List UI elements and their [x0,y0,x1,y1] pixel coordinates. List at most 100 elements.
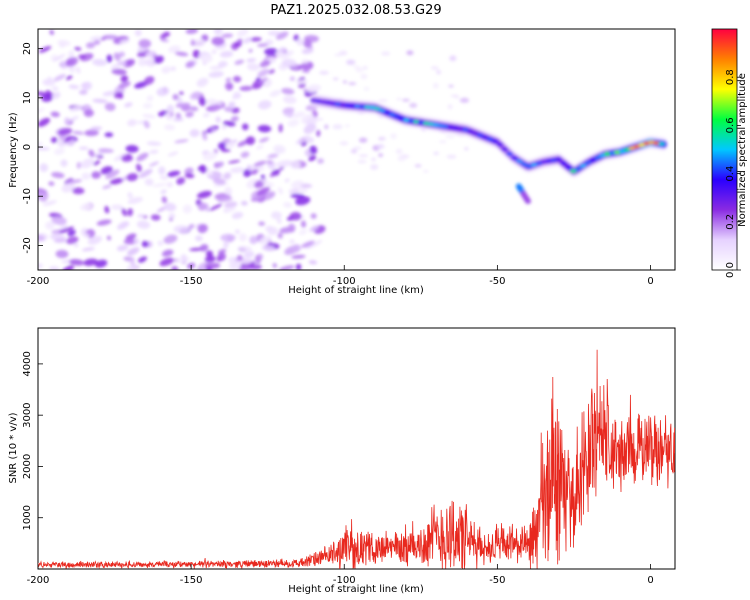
noise-blob [223,240,229,249]
noise-blob [358,154,369,158]
noise-blob [81,172,91,180]
noise-blob [204,255,216,263]
x-tick-label: -200 [27,575,50,586]
noise-blob [64,117,70,126]
noise-blob [256,144,264,150]
noise-blob [295,196,311,206]
spectrogram-x-ticks: -200 -150 -100 -50 0 [27,265,654,287]
noise-blob [257,77,268,84]
noise-blob [299,228,308,235]
noise-blob [278,47,287,54]
noise-blob [201,132,208,141]
y-tick-label: 20 [22,42,33,55]
noise-blob [88,149,95,158]
noise-blob [211,36,225,46]
noise-blob [136,152,149,162]
noise-blob [241,123,249,131]
noise-blob [83,233,90,238]
noise-blob [76,161,82,169]
noise-blob [370,164,379,171]
chart-title: PAZ1.2025.032.08.53.G29 [270,3,441,18]
noise-blob [201,54,213,63]
ridge-core [589,158,597,163]
noise-blob [184,167,194,175]
noise-blob [221,33,234,38]
ridge-core [496,142,504,147]
noise-blob [48,181,55,186]
noise-blob [344,123,350,128]
noise-blob [448,84,454,88]
snr-plot-area [37,327,676,570]
noise-blob [213,29,223,36]
noise-blob [58,226,75,234]
noise-blob [141,240,149,248]
ridge-core [658,141,666,146]
ridge-core [569,169,577,174]
noise-blob [309,225,319,232]
noise-blob [127,247,140,256]
noise-blob [185,29,199,34]
noise-blob [231,212,244,219]
noise-blob [91,171,101,179]
noise-blob [69,116,79,122]
x-tick-label: -150 [180,575,203,586]
noise-blob [163,234,178,244]
colorbar-tick-label: 0.0 [725,262,736,278]
noise-blob [333,77,339,81]
colorbar-ticks: 0.0 0.2 0.4 0.6 0.8 [725,69,741,278]
x-tick-label: -100 [333,276,356,287]
noise-blob [50,111,60,118]
noise-blob [49,233,66,241]
noise-blob [110,63,121,70]
noise-blob [221,148,231,153]
noise-blob [258,100,272,110]
noise-blob [248,48,253,53]
noise-blob [161,66,172,74]
noise-blob [278,166,284,171]
noise-blob [53,238,68,243]
y-tick-label: 1000 [22,505,33,530]
noise-blob [316,129,321,137]
noise-blob [261,245,275,252]
noise-blob [80,158,95,169]
noise-blob [222,120,236,127]
noise-blob [196,77,209,87]
noise-blob [138,169,153,178]
noise-blob [138,57,146,67]
noise-blob [339,50,348,56]
noise-blob [184,173,195,179]
noise-blob [125,233,137,241]
noise-blob [305,136,315,144]
ridge-core [511,156,519,161]
noise-blob [332,124,343,130]
noise-blob [159,257,174,267]
noise-blob [190,39,196,46]
ridge-core [491,139,499,144]
noise-blob [261,178,268,184]
noise-blob [263,181,275,187]
noise-blob [81,247,95,252]
noise-blob [164,202,177,212]
noise-blob [409,102,418,108]
noise-blob [126,173,139,182]
noise-blob [296,38,305,46]
noise-blob [278,123,283,133]
noise-blob [270,211,282,220]
noise-blob [168,45,181,53]
snr-series-line [38,349,675,569]
noise-blob [208,71,224,78]
noise-blob [166,104,175,113]
noise-blob [189,91,201,100]
ridge-core [378,108,386,113]
noise-blob [199,244,209,252]
noise-blob [117,61,128,66]
ridge-core [481,135,489,140]
noise-blob [237,246,252,252]
noise-blob [282,107,295,114]
noise-blob [83,109,94,117]
noise-blob [348,82,357,86]
noise-blob [57,138,66,148]
noise-blob [287,119,300,127]
noise-blob [197,202,207,211]
